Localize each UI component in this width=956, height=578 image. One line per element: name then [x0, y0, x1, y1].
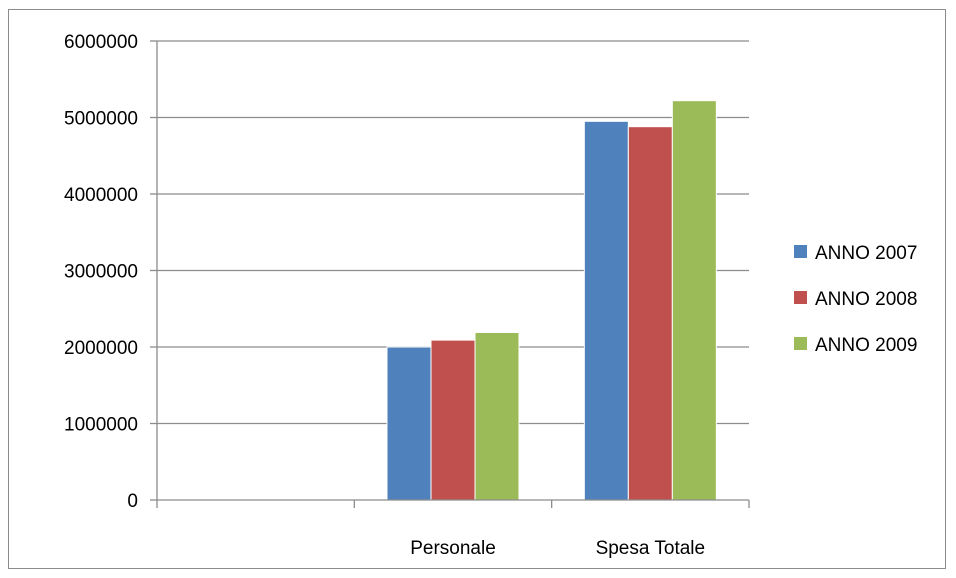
bar — [474, 331, 520, 501]
bar — [671, 100, 717, 501]
legend-label: ANNO 2008 — [815, 289, 917, 310]
legend-label: ANNO 2009 — [815, 335, 917, 356]
axes — [156, 41, 750, 508]
bars — [386, 100, 717, 501]
y-tick-label: 1000000 — [64, 415, 138, 436]
y-tick-label: 2000000 — [64, 338, 138, 359]
x-tick-label: Spesa Totale — [596, 538, 706, 559]
y-tick-labels: 0 1000000 2000000 3000000 4000000 5000000 6000… — [64, 32, 138, 512]
y-tick-label: 0 — [127, 491, 138, 512]
y-tick-label: 3000000 — [64, 262, 138, 283]
legend: ANNO 2007 ANNO 2008 ANNO 2009 — [794, 243, 917, 356]
y-tick-label: 6000000 — [64, 32, 138, 53]
x-tick-labels: Personale Spesa Totale — [410, 538, 705, 559]
legend-label: ANNO 2007 — [815, 243, 917, 264]
y-tick-label: 5000000 — [64, 109, 138, 130]
legend-swatch — [794, 291, 807, 304]
legend-swatch — [794, 245, 807, 258]
bar — [627, 126, 673, 501]
y-tick-label: 4000000 — [64, 185, 138, 206]
bar — [430, 339, 476, 501]
legend-swatch — [794, 337, 807, 350]
bar — [583, 120, 629, 501]
bar — [386, 346, 432, 501]
x-tick-label: Personale — [410, 538, 496, 559]
